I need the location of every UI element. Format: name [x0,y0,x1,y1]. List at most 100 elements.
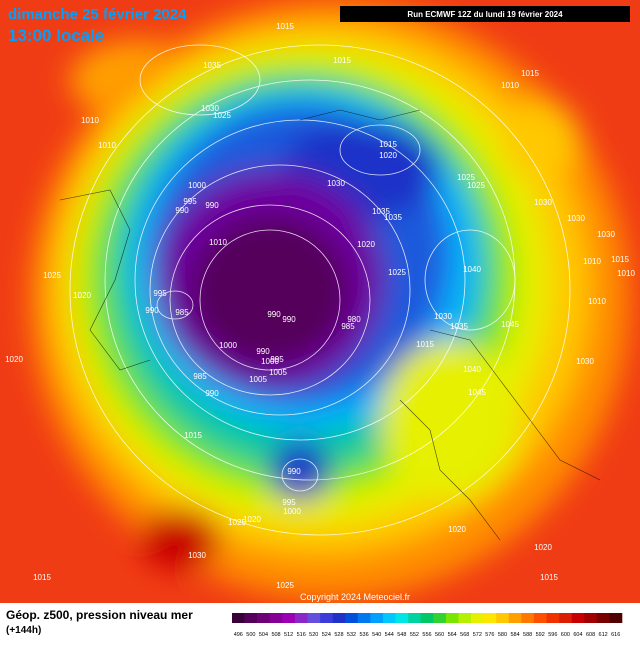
isobar-label: 1015 [416,340,434,349]
colorbar-swatch [232,613,245,623]
colorbar-label: 520 [309,632,318,638]
colorbar-swatch [471,613,484,623]
isobar-label: 1005 [269,368,287,377]
isobar-label: 1020 [357,240,375,249]
isobar-label: 990 [287,467,301,476]
colorbar-label: 564 [448,632,457,638]
colorbar-label: 504 [259,632,268,638]
isobar-label: 1015 [540,573,558,582]
colorbar-label: 552 [410,632,419,638]
colorbar-label: 540 [372,632,381,638]
isobar-label: 1035 [384,213,402,222]
isobar-label: 985 [341,322,355,331]
isobar-label: 990 [205,201,219,210]
colorbar-swatch [282,613,296,623]
isobar-label: 1030 [534,198,552,207]
copyright: Copyright 2024 Meteociel.fr [300,592,410,602]
colorbar-swatch [294,613,308,623]
colorbar-swatch [395,613,409,623]
colorbar-swatch [382,613,396,623]
colorbar-label: 580 [498,632,507,638]
colorbar-label: 516 [297,632,306,638]
colorbar-label: 592 [536,632,545,638]
colorbar-swatch [307,613,321,623]
isobar-label: 1030 [201,104,219,113]
colorbar-label: 568 [460,632,469,638]
colorbar-swatch [508,613,522,623]
isobar-label: 990 [145,306,159,315]
colorbar-label: 512 [284,632,293,638]
run-info: Run ECMWF 12Z du lundi 19 février 2024 [407,10,563,19]
isobars [69,44,571,536]
isobar-label: 1025 [43,271,61,280]
isobar-label: 1025 [388,268,406,277]
colorbar-swatch [496,613,510,623]
isobar-label: 1010 [209,238,227,247]
isobar-label: 1015 [276,22,294,31]
local-time: 13:00 locale [8,26,104,45]
isobar-label: 985 [193,372,207,381]
isobar-label: 1015 [611,255,629,264]
isobar-label: 1045 [501,320,519,329]
colorbar-label: 496 [234,632,243,638]
isobar-label: 1000 [283,507,301,516]
isobar-label: 1010 [501,81,519,90]
colorbar-label: 524 [322,632,331,638]
date: dimanche 25 février 2024 [8,6,187,23]
colorbar-label: 528 [334,632,343,638]
isobar-label: 1010 [98,141,116,150]
colorbar-swatch [257,613,271,623]
isobar-label: 1025 [276,581,294,590]
colorbar-swatch [571,613,585,623]
isobar-label: 1020 [243,515,261,524]
isobar-label: 1030 [567,214,585,223]
colorbar-swatch [596,613,610,623]
colorbar-label: 548 [397,632,406,638]
colorbar-label: 560 [435,632,444,638]
colorbar-swatch [320,613,333,623]
colorbar-label: 608 [586,632,595,638]
isobar-label: 995 [270,355,284,364]
isobar-label: 1035 [372,207,390,216]
colorbar-swatch [458,613,472,623]
colorbar-label: 588 [523,632,532,638]
isobar-label: 1030 [597,230,615,239]
colorbar-swatch [357,613,371,623]
isobar-label: 1025 [467,181,485,190]
isobar-label: 1035 [450,322,468,331]
isobar-label: 1020 [5,355,23,364]
colorbar-swatch [483,613,497,623]
isobar-label: 1030 [434,312,452,321]
isobar-label: 1020 [534,543,552,552]
isobar-label: 990 [256,347,270,356]
isobar-label: 1010 [81,116,99,125]
footer-title: Géop. z500, pression niveau mer [6,608,193,622]
isobar-label: 1030 [327,179,345,188]
colorbar-swatch [345,613,359,623]
run-box [340,6,630,22]
isobar-label: 1020 [448,525,466,534]
isobar-label: 1035 [203,61,221,70]
isobar-label: 1010 [583,257,601,266]
isobar-label: 1020 [73,291,91,300]
colorbar-label: 576 [485,632,494,638]
isobar-label: 1020 [379,151,397,160]
isobar-label: 1025 [457,173,475,182]
colorbar: 496 500 504 508 512 516 520 524 528 532 536 540 544 5… [232,613,623,638]
isobar-label: 990 [267,310,281,319]
isobar-label: 995 [282,498,296,507]
isobar-label: 1015 [379,140,397,149]
isobar-label: 995 [153,289,167,298]
isobar-label: 985 [175,308,189,317]
isobar-label: 1005 [249,375,267,384]
colorbar-label: 616 [611,632,620,638]
colorbar-label: 556 [422,632,431,638]
isobar-label: 1025 [213,111,231,120]
colorbar-label: 544 [385,632,394,638]
isobar-label: 1000 [188,181,206,190]
isobar-label: 1010 [588,297,606,306]
isobar-label: 1040 [463,265,481,274]
